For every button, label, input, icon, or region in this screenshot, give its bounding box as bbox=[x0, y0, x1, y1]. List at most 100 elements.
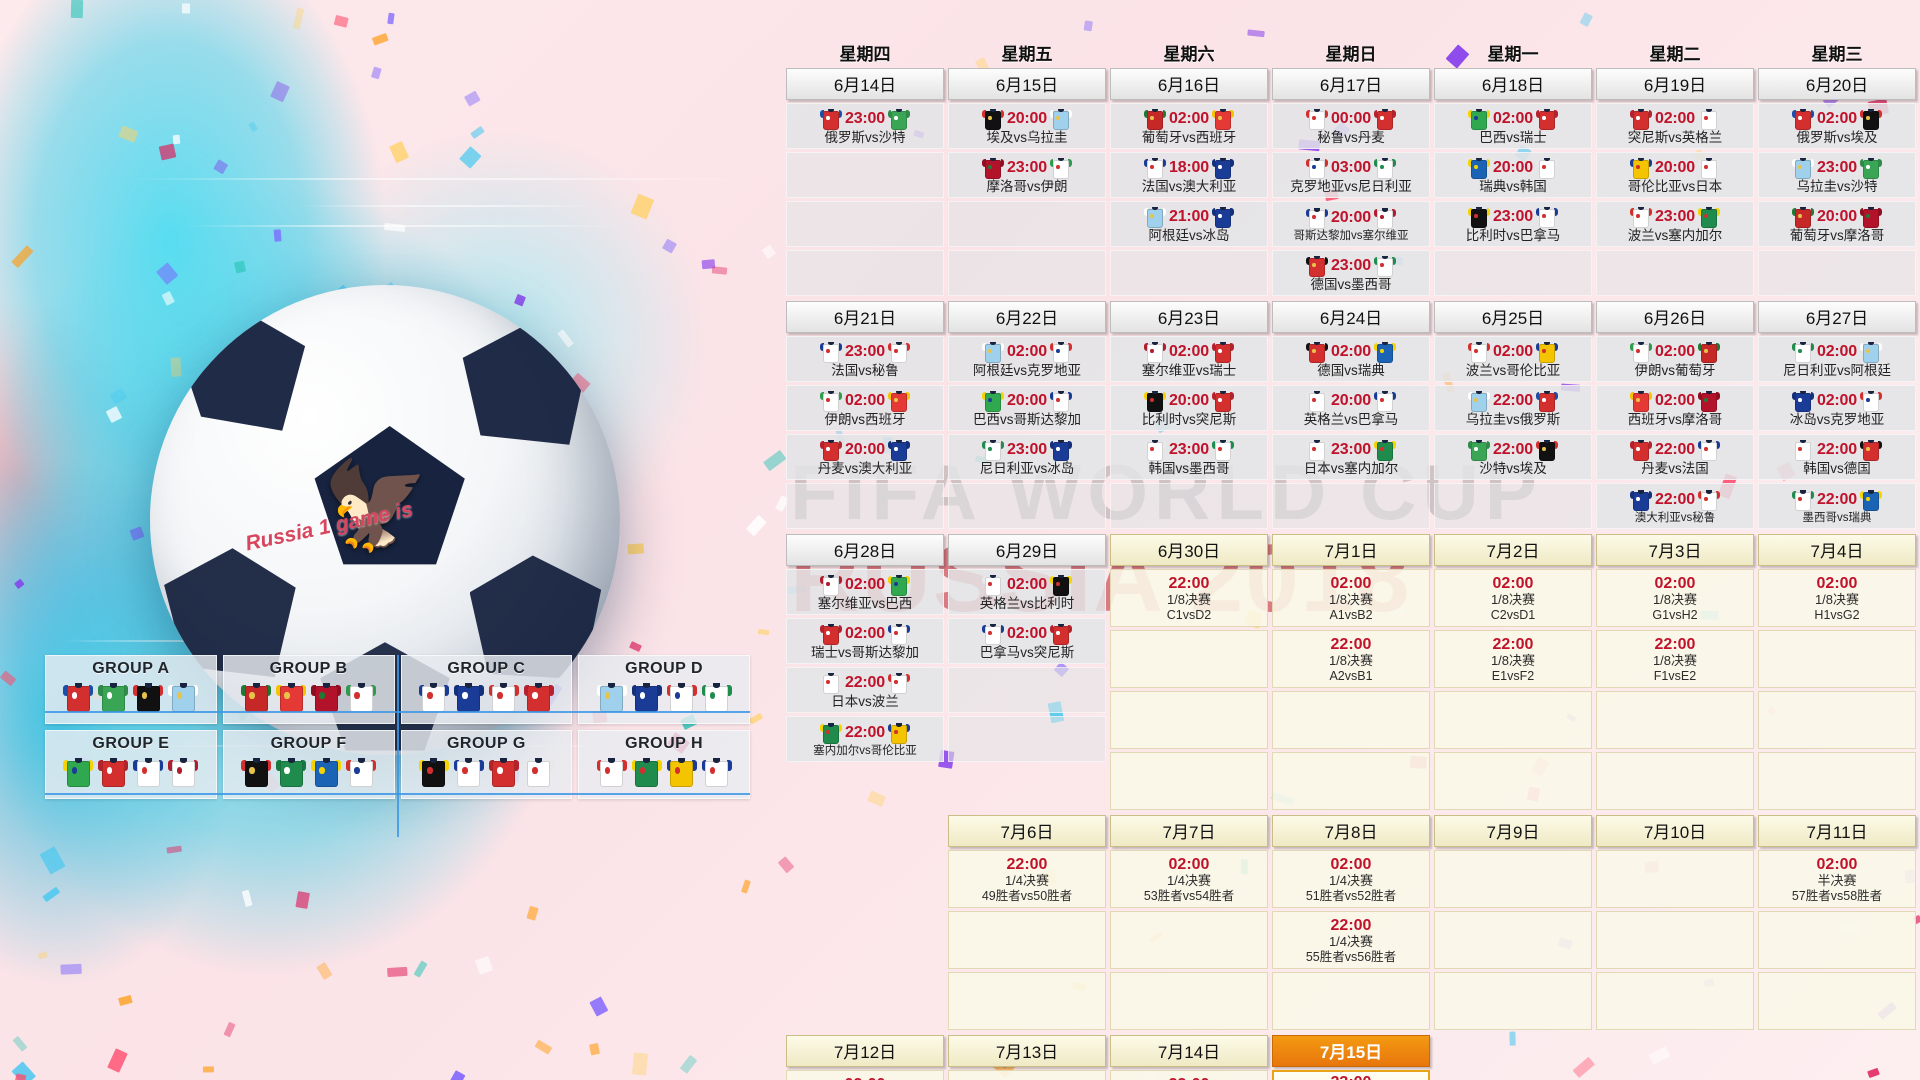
group-box-group-h[interactable]: GROUP H bbox=[578, 730, 750, 799]
group-match-cell[interactable]: 23:00 法国vs秘鲁 bbox=[786, 336, 944, 382]
group-match-cell[interactable]: 22:00 乌拉圭vs俄罗斯 bbox=[1434, 385, 1592, 431]
group-match-cell[interactable]: 22:00 澳大利亚vs秘鲁 bbox=[1596, 483, 1754, 529]
date-header[interactable]: 7月12日 bbox=[786, 1035, 944, 1067]
group-team[interactable] bbox=[631, 757, 662, 792]
group-team[interactable] bbox=[63, 682, 94, 717]
group-box-group-d[interactable]: GROUP D bbox=[578, 655, 750, 724]
date-header[interactable]: 6月23日 bbox=[1110, 301, 1268, 333]
date-header[interactable]: 6月27日 bbox=[1758, 301, 1916, 333]
group-match-cell[interactable]: 02:00 西班牙vs摩洛哥 bbox=[1596, 385, 1754, 431]
group-match-cell[interactable]: 22:00 韩国vs德国 bbox=[1758, 434, 1916, 480]
group-team[interactable] bbox=[523, 682, 554, 717]
group-match-cell[interactable]: 00:00 秘鲁vs丹麦 bbox=[1272, 103, 1430, 149]
group-team[interactable] bbox=[63, 757, 94, 792]
date-header[interactable]: 6月14日 bbox=[786, 68, 944, 100]
group-team[interactable] bbox=[311, 682, 342, 717]
date-header[interactable]: 7月7日 bbox=[1110, 815, 1268, 847]
group-match-cell[interactable]: 20:00 比利时vs突尼斯 bbox=[1110, 385, 1268, 431]
group-box-group-a[interactable]: GROUP A bbox=[45, 655, 217, 724]
group-match-cell[interactable]: 22:00 墨西哥vs瑞典 bbox=[1758, 483, 1916, 529]
date-header[interactable]: 7月10日 bbox=[1596, 815, 1754, 847]
group-match-cell[interactable]: 23:00 摩洛哥vs伊朗 bbox=[948, 152, 1106, 198]
group-match-cell[interactable]: 02:00 巴西vs瑞士 bbox=[1434, 103, 1592, 149]
group-box-group-c[interactable]: GROUP C bbox=[400, 655, 573, 724]
knockout-match-cell[interactable]: 22:00 1/4决赛 55胜者vs56胜者 bbox=[1272, 911, 1430, 969]
date-header[interactable]: 6月29日 bbox=[948, 534, 1106, 566]
group-box-group-g[interactable]: GROUP G bbox=[400, 730, 573, 799]
knockout-match-cell[interactable]: 22:00 1/8决赛 E1vsF2 bbox=[1434, 630, 1592, 688]
group-team[interactable] bbox=[488, 682, 519, 717]
group-match-cell[interactable]: 23:00 德国vs墨西哥 bbox=[1272, 250, 1430, 296]
date-header[interactable]: 7月8日 bbox=[1272, 815, 1430, 847]
group-team[interactable] bbox=[523, 757, 554, 792]
group-box-group-b[interactable]: GROUP B bbox=[222, 655, 395, 724]
date-header[interactable]: 6月19日 bbox=[1596, 68, 1754, 100]
knockout-match-cell[interactable]: 02:00 1/4决赛 53胜者vs54胜者 bbox=[1110, 850, 1268, 908]
knockout-match-cell[interactable]: 22:00三四名决赛61负者vs62负者 bbox=[1110, 1070, 1268, 1080]
knockout-match-cell[interactable]: 02:00 1/8决赛 H1vsG2 bbox=[1758, 569, 1916, 627]
date-header[interactable]: 7月11日 bbox=[1758, 815, 1916, 847]
group-match-cell[interactable]: 20:00 英格兰vs巴拿马 bbox=[1272, 385, 1430, 431]
knockout-match-cell[interactable]: 02:00 1/4决赛 51胜者vs52胜者 bbox=[1272, 850, 1430, 908]
group-match-cell[interactable]: 03:00 克罗地亚vs尼日利亚 bbox=[1272, 152, 1430, 198]
knockout-match-cell[interactable]: 02:00半决赛59胜者vs60胜者 bbox=[786, 1070, 944, 1080]
group-match-cell[interactable]: 20:00 哥斯达黎加vs塞尔维亚 bbox=[1272, 201, 1430, 247]
group-team[interactable] bbox=[311, 757, 342, 792]
group-match-cell[interactable]: 20:00 丹麦vs澳大利亚 bbox=[786, 434, 944, 480]
group-match-cell[interactable]: 20:00 瑞典vs韩国 bbox=[1434, 152, 1592, 198]
group-match-cell[interactable]: 23:00 比利时vs巴拿马 bbox=[1434, 201, 1592, 247]
date-header[interactable]: 6月25日 bbox=[1434, 301, 1592, 333]
final-match-cell[interactable]: 23:00决赛 bbox=[1272, 1070, 1430, 1080]
group-match-cell[interactable]: 18:00 法国vs澳大利亚 bbox=[1110, 152, 1268, 198]
date-header[interactable]: 7月2日 bbox=[1434, 534, 1592, 566]
group-match-cell[interactable]: 02:00 俄罗斯vs埃及 bbox=[1758, 103, 1916, 149]
group-team[interactable] bbox=[453, 757, 484, 792]
knockout-match-cell[interactable]: 02:00 1/8决赛 G1vsH2 bbox=[1596, 569, 1754, 627]
date-header[interactable]: 7月3日 bbox=[1596, 534, 1754, 566]
date-header[interactable]: 6月21日 bbox=[786, 301, 944, 333]
group-match-cell[interactable]: 21:00 阿根廷vs冰岛 bbox=[1110, 201, 1268, 247]
group-team[interactable] bbox=[418, 682, 449, 717]
group-match-cell[interactable]: 23:00 日本vs塞内加尔 bbox=[1272, 434, 1430, 480]
group-box-group-e[interactable]: GROUP E bbox=[45, 730, 217, 799]
group-match-cell[interactable]: 22:00 沙特vs埃及 bbox=[1434, 434, 1592, 480]
group-team[interactable] bbox=[346, 757, 377, 792]
date-header[interactable]: 6月24日 bbox=[1272, 301, 1430, 333]
group-match-cell[interactable]: 23:00 俄罗斯vs沙特 bbox=[786, 103, 944, 149]
group-match-cell[interactable]: 02:00 塞尔维亚vs瑞士 bbox=[1110, 336, 1268, 382]
group-team[interactable] bbox=[241, 757, 272, 792]
date-header[interactable]: 6月16日 bbox=[1110, 68, 1268, 100]
group-match-cell[interactable]: 23:00 尼日利亚vs冰岛 bbox=[948, 434, 1106, 480]
date-header[interactable]: 7月4日 bbox=[1758, 534, 1916, 566]
group-match-cell[interactable]: 20:00 巴西vs哥斯达黎加 bbox=[948, 385, 1106, 431]
group-team[interactable] bbox=[168, 757, 199, 792]
knockout-match-cell[interactable]: 22:00 1/8决赛 C1vsD2 bbox=[1110, 569, 1268, 627]
group-match-cell[interactable]: 22:00 塞内加尔vs哥伦比亚 bbox=[786, 716, 944, 762]
knockout-match-cell[interactable]: 22:00 1/8决赛 F1vsE2 bbox=[1596, 630, 1754, 688]
group-team[interactable] bbox=[98, 757, 129, 792]
group-match-cell[interactable]: 02:00 波兰vs哥伦比亚 bbox=[1434, 336, 1592, 382]
group-match-cell[interactable]: 23:00 韩国vs墨西哥 bbox=[1110, 434, 1268, 480]
date-header[interactable]: 6月28日 bbox=[786, 534, 944, 566]
knockout-match-cell[interactable]: 02:00 1/8决赛 C2vsD1 bbox=[1434, 569, 1592, 627]
group-team[interactable] bbox=[133, 757, 164, 792]
group-team[interactable] bbox=[631, 682, 662, 717]
group-match-cell[interactable]: 20:00 葡萄牙vs摩洛哥 bbox=[1758, 201, 1916, 247]
group-match-cell[interactable]: 02:00 德国vs瑞典 bbox=[1272, 336, 1430, 382]
group-team[interactable] bbox=[133, 682, 164, 717]
group-team[interactable] bbox=[488, 757, 519, 792]
group-team[interactable] bbox=[418, 757, 449, 792]
group-team[interactable] bbox=[701, 682, 732, 717]
date-header[interactable]: 6月15日 bbox=[948, 68, 1106, 100]
group-match-cell[interactable]: 02:00 伊朗vs葡萄牙 bbox=[1596, 336, 1754, 382]
group-box-group-f[interactable]: GROUP F bbox=[222, 730, 395, 799]
date-header[interactable]: 7月13日 bbox=[948, 1035, 1106, 1067]
group-match-cell[interactable]: 02:00 阿根廷vs克罗地亚 bbox=[948, 336, 1106, 382]
group-team[interactable] bbox=[453, 682, 484, 717]
group-team[interactable] bbox=[701, 757, 732, 792]
knockout-match-cell[interactable]: 22:00 1/4决赛 49胜者vs50胜者 bbox=[948, 850, 1106, 908]
group-match-cell[interactable]: 20:00 哥伦比亚vs日本 bbox=[1596, 152, 1754, 198]
date-header[interactable]: 7月6日 bbox=[948, 815, 1106, 847]
group-match-cell[interactable]: 02:00 塞尔维亚vs巴西 bbox=[786, 569, 944, 615]
knockout-match-cell[interactable]: 02:00 半决赛 57胜者vs58胜者 bbox=[1758, 850, 1916, 908]
